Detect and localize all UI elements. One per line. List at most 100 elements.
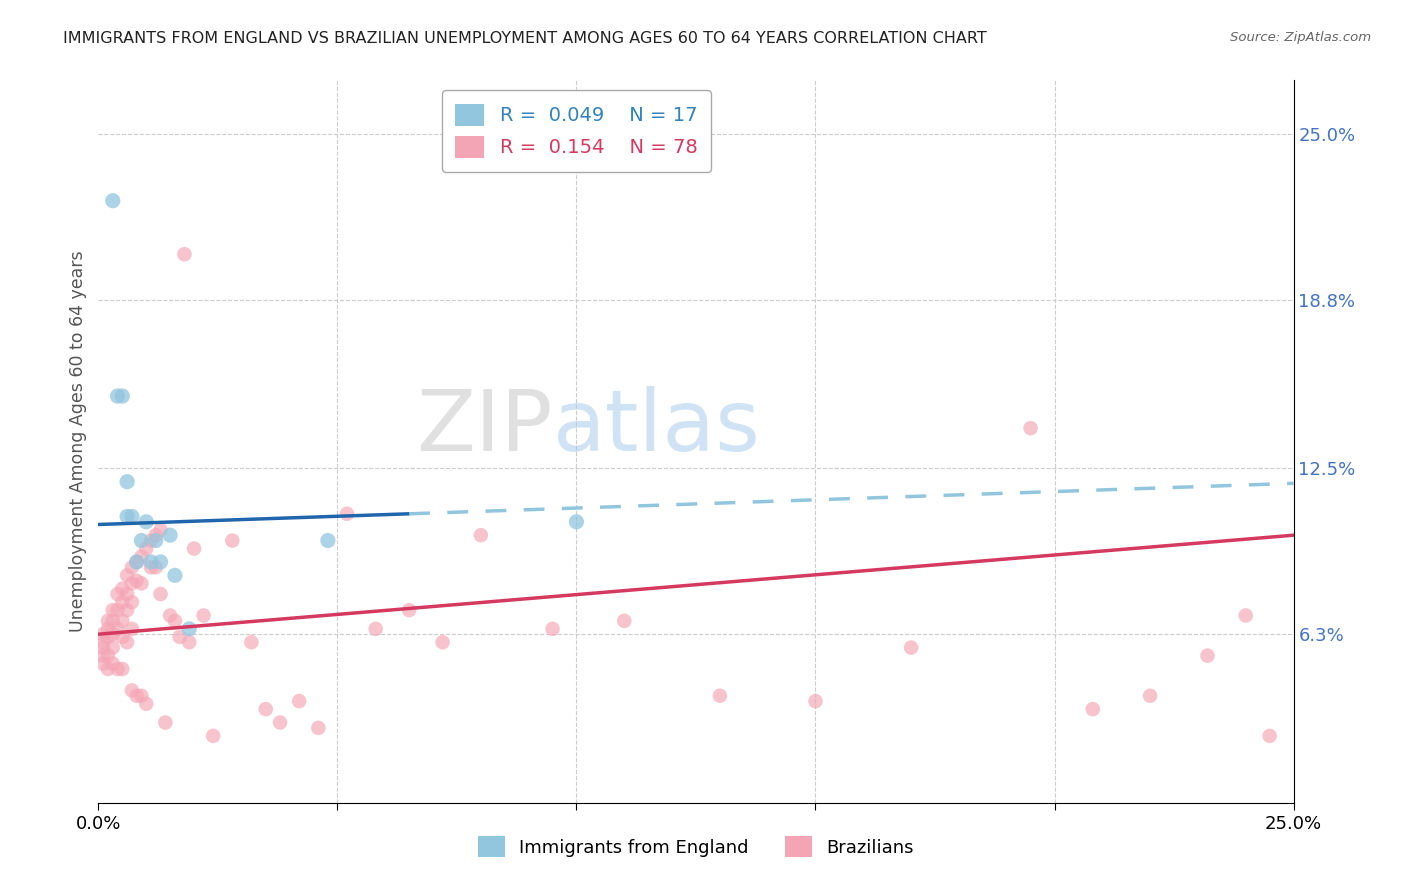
Point (145, 560, 167, 574)
Point (288, 694, 311, 708)
Point (149, 523, 172, 537)
Point (316, 533, 339, 548)
Point (131, 576, 153, 591)
Point (131, 533, 153, 548)
Point (107, 587, 129, 601)
Point (111, 614, 134, 628)
Point (565, 515, 588, 529)
Point (115, 603, 138, 617)
Point (1197, 648, 1219, 663)
Point (97, 614, 120, 628)
Point (149, 555, 172, 569)
Point (101, 640, 124, 655)
Point (101, 614, 124, 628)
Point (97, 630, 120, 644)
Point (97, 648, 120, 663)
Point (121, 576, 143, 591)
Point (111, 630, 134, 644)
Point (91, 640, 114, 655)
Point (139, 555, 162, 569)
Point (111, 595, 134, 609)
Point (115, 509, 138, 524)
Point (125, 555, 148, 569)
Point (398, 603, 420, 617)
Point (900, 640, 922, 655)
Point (1081, 702, 1104, 716)
Point (202, 729, 225, 743)
Point (107, 389, 129, 403)
Point (115, 568, 138, 582)
Point (115, 635, 138, 649)
Point (149, 587, 172, 601)
Point (254, 702, 277, 716)
Point (101, 194, 124, 208)
Legend: Immigrants from England, Brazilians: Immigrants from England, Brazilians (468, 827, 924, 866)
Point (613, 614, 636, 628)
Point (183, 541, 205, 556)
Point (193, 608, 215, 623)
Point (432, 635, 454, 649)
Point (91, 648, 114, 663)
Y-axis label: Unemployment Among Ages 60 to 64 years: Unemployment Among Ages 60 to 64 years (69, 251, 87, 632)
Point (307, 721, 329, 735)
Point (240, 635, 263, 649)
Point (139, 533, 162, 548)
Point (91, 627, 114, 641)
Point (364, 622, 387, 636)
Point (145, 528, 167, 542)
Point (121, 560, 143, 574)
Point (709, 689, 731, 703)
Text: IMMIGRANTS FROM ENGLAND VS BRAZILIAN UNEMPLOYMENT AMONG AGES 60 TO 64 YEARS CORR: IMMIGRANTS FROM ENGLAND VS BRAZILIAN UNE… (63, 31, 987, 46)
Point (135, 541, 157, 556)
Point (804, 694, 827, 708)
Point (336, 507, 359, 521)
Point (221, 533, 243, 548)
Point (97, 662, 120, 676)
Point (101, 627, 124, 641)
Point (269, 715, 291, 730)
Point (155, 715, 177, 730)
Point (135, 697, 157, 711)
Point (470, 528, 492, 542)
Point (131, 689, 153, 703)
Text: ZIP: ZIP (416, 385, 553, 468)
Point (125, 555, 148, 569)
Point (163, 568, 186, 582)
Point (541, 622, 564, 636)
Point (179, 622, 201, 636)
Point (121, 683, 143, 698)
Point (107, 622, 129, 636)
Text: Source: ZipAtlas.com: Source: ZipAtlas.com (1230, 31, 1371, 45)
Point (159, 528, 181, 542)
Point (111, 582, 134, 596)
Point (111, 662, 134, 676)
Point (101, 603, 124, 617)
Point (159, 608, 181, 623)
Point (101, 657, 124, 671)
Point (121, 622, 143, 636)
Point (173, 247, 195, 261)
Text: atlas: atlas (553, 385, 761, 468)
Point (135, 515, 157, 529)
Point (1258, 729, 1281, 743)
Point (115, 475, 138, 489)
Point (145, 533, 167, 548)
Point (121, 595, 143, 609)
Point (121, 509, 143, 524)
Point (125, 689, 148, 703)
Point (125, 574, 148, 588)
Point (97, 622, 120, 636)
Point (111, 389, 134, 403)
Point (115, 587, 138, 601)
Point (1139, 689, 1161, 703)
Point (131, 549, 153, 564)
Point (163, 614, 186, 628)
Point (107, 603, 129, 617)
Point (139, 560, 162, 574)
Point (169, 630, 191, 644)
Point (91, 635, 114, 649)
Point (1019, 421, 1042, 435)
Point (1234, 608, 1257, 623)
Point (107, 662, 129, 676)
Point (179, 635, 201, 649)
